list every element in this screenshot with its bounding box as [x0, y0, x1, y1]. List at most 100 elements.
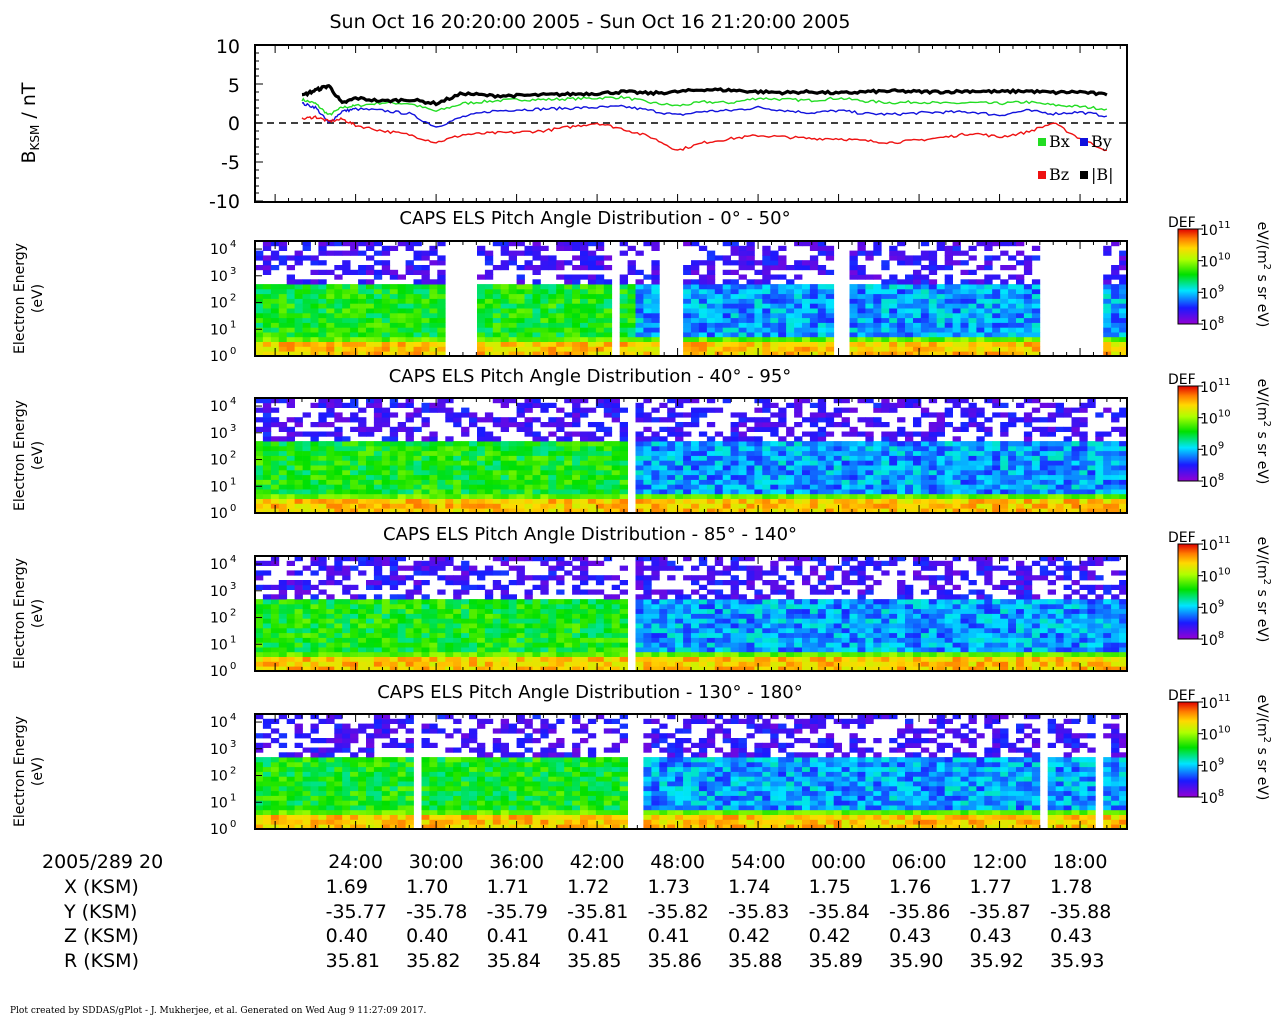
- spectrogram-cell: [421, 489, 430, 495]
- spectrogram-cell: [580, 484, 589, 490]
- spectrogram-cell: [255, 407, 264, 413]
- spectrogram-cell: [881, 308, 890, 314]
- spectrogram-cell: [437, 498, 446, 504]
- spectrogram-cell: [889, 332, 898, 338]
- spectrogram-cell: [897, 469, 906, 476]
- spectrogram-cell: [286, 255, 295, 261]
- spectrogram-cell: [1023, 417, 1033, 423]
- spectrogram-cell: [1111, 293, 1120, 299]
- spectrogram-cell: [310, 599, 319, 605]
- spectrogram-cell: [651, 493, 660, 499]
- spectrogram-cell: [540, 327, 549, 333]
- spectrogram-cell: [484, 303, 494, 309]
- spectrogram-cell: [770, 284, 779, 290]
- spectrogram-cell: [960, 445, 969, 452]
- spectrogram-cell: [1111, 346, 1120, 352]
- spectrogram-cell: [445, 642, 454, 648]
- spectrogram-cell: [1047, 426, 1056, 432]
- spectrogram-cell: [492, 322, 502, 328]
- spectrogram-cell: [635, 327, 644, 333]
- spectrogram-cell: [310, 293, 319, 299]
- spectrogram-cell: [413, 489, 422, 495]
- spectrogram-cell: [920, 508, 930, 514]
- spectrogram-cell: [817, 489, 827, 495]
- spectrogram-cell: [865, 455, 874, 461]
- spectrogram-cell: [429, 441, 438, 447]
- spectrogram-cell: [373, 274, 383, 280]
- spectrogram-cell: [500, 637, 509, 643]
- spectrogram-cell: [595, 479, 605, 485]
- spectrogram-cell: [730, 450, 739, 456]
- spectrogram-cell: [1047, 450, 1056, 456]
- spectrogram-cell: [746, 469, 755, 476]
- spectrogram-cell: [318, 503, 327, 509]
- spectrogram-cell: [603, 651, 613, 657]
- spectrogram-cell: [1055, 508, 1064, 514]
- spectrogram-cell: [984, 241, 993, 247]
- spectrogram-cell: [389, 469, 399, 476]
- spectrogram-cell: [920, 327, 930, 333]
- spectrogram-cell: [524, 503, 533, 509]
- spectrogram-cell: [1023, 284, 1033, 290]
- spectrogram-cell: [714, 441, 724, 447]
- spectrogram-cell: [889, 436, 898, 442]
- spectrogram-cell: [294, 656, 303, 662]
- spectrogram-cell: [310, 474, 319, 480]
- spectrogram-cell: [619, 498, 628, 504]
- spectrogram-cell: [595, 498, 605, 504]
- spectrogram-cell: [1119, 322, 1128, 328]
- spectrogram-cell: [1095, 455, 1104, 461]
- spectrogram-cell: [659, 441, 668, 447]
- spectrogram-cell: [952, 450, 961, 456]
- spectrogram-cell: [548, 351, 557, 357]
- spectrogram-cell: [714, 284, 724, 290]
- spectrogram-cell: [397, 465, 406, 471]
- spectrogram-cell: [960, 484, 969, 490]
- spectrogram-cell: [334, 651, 343, 657]
- spectrogram-cell: [603, 599, 613, 605]
- spectrogram-cell: [770, 441, 779, 447]
- spectrogram-cell: [255, 417, 264, 423]
- spectrogram-cell: [421, 666, 430, 672]
- spectrogram-cell: [1079, 455, 1088, 461]
- spectrogram-cell: [302, 489, 311, 495]
- spectrogram-cell: [318, 312, 327, 319]
- spectrogram-cell: [1031, 312, 1041, 319]
- mag-ylabel-main: B: [18, 150, 40, 163]
- spectrogram-cell: [350, 450, 359, 456]
- spectrogram-cell: [389, 436, 399, 442]
- spectrogram-cell: [437, 317, 446, 323]
- spectrogram-cell: [762, 260, 771, 266]
- mag-ytick-label: 0: [228, 113, 240, 135]
- spectrogram-cell: [484, 503, 494, 509]
- spectrogram-cell: [738, 265, 747, 271]
- spectrogram-cell: [881, 298, 890, 304]
- spectrogram-cell: [286, 493, 295, 499]
- spectrogram-cell: [366, 312, 375, 319]
- spectrogram-cell: [857, 445, 866, 452]
- spectrogram-cell: [778, 303, 787, 309]
- spectrogram-cell: [698, 498, 708, 504]
- spectrogram-cell: [310, 327, 319, 333]
- spectrogram-cell: [1111, 303, 1120, 309]
- spectrogram-cell: [635, 637, 644, 643]
- spectrogram-cell: [413, 317, 422, 323]
- spectrogram-cell: [540, 402, 549, 408]
- spectrogram-cell: [358, 647, 367, 653]
- spectrogram-cell: [334, 436, 343, 442]
- spectrogram-cell: [651, 508, 660, 514]
- spectrogram-cell: [532, 503, 541, 509]
- spectrogram-cell: [1000, 317, 1009, 323]
- spectrogram-cell: [905, 317, 914, 323]
- spectrogram-cell: [334, 274, 343, 280]
- spectrogram-cell: [1079, 474, 1088, 480]
- spectrogram-cell: [825, 317, 835, 323]
- spectrogram-cell: [960, 498, 969, 504]
- spectrogram-cell: [255, 450, 264, 456]
- spectrogram-cell: [453, 651, 462, 657]
- spectrogram-cell: [825, 346, 835, 352]
- spectrogram-cell: [516, 556, 525, 562]
- spectrogram-cell: [580, 450, 589, 456]
- spectrogram-cell: [1023, 441, 1033, 447]
- spectrogram-cell: [635, 508, 644, 514]
